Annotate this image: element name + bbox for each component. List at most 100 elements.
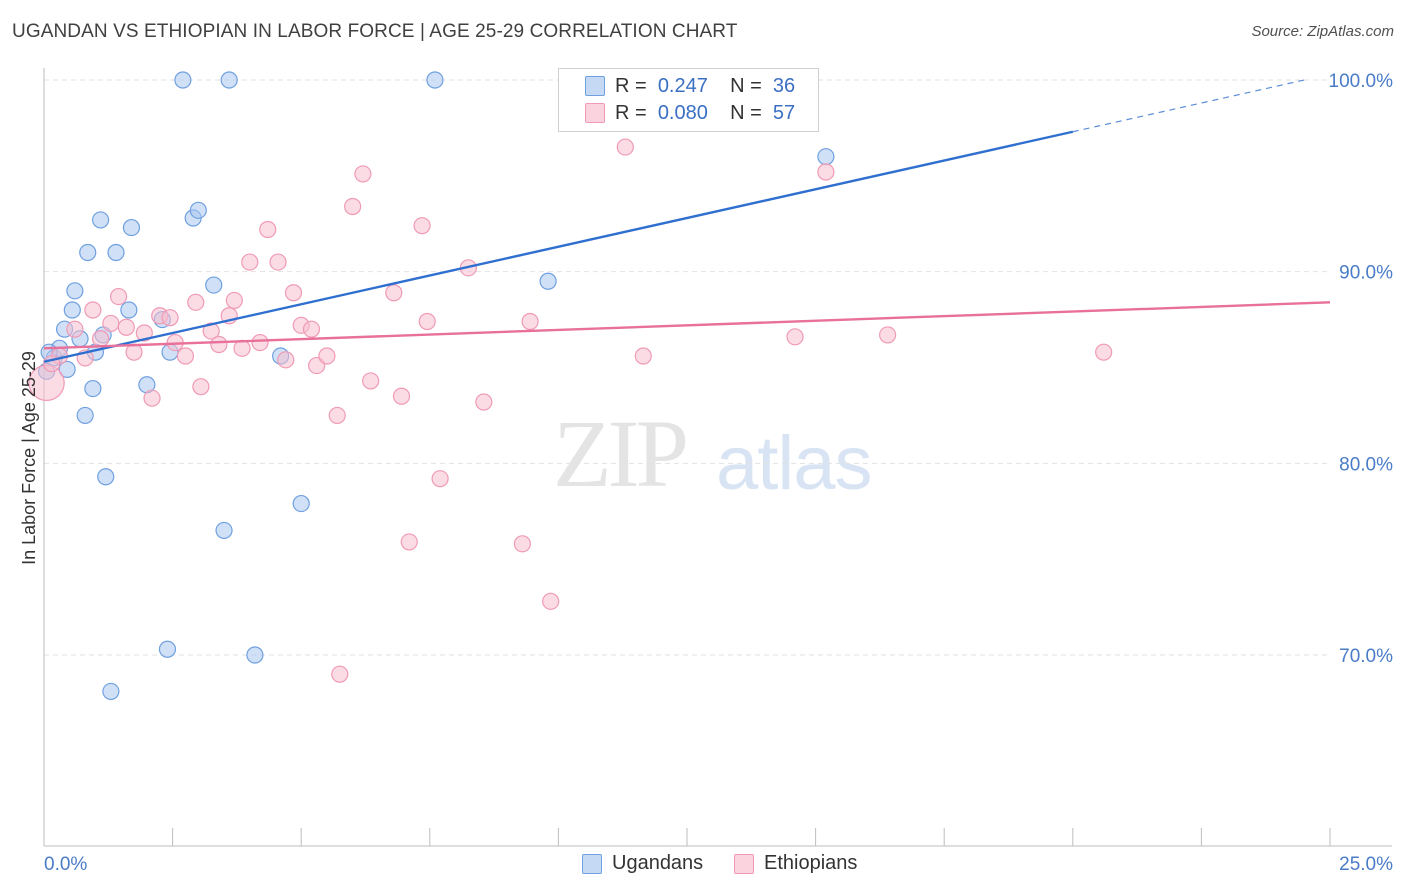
ugandan-point	[63, 301, 81, 319]
ugandan-point	[102, 682, 120, 701]
ethiopian-point	[192, 378, 210, 396]
ethiopian-point	[431, 470, 449, 488]
y-tick-label: 100.0%	[1329, 71, 1394, 92]
ethiopian-point	[241, 253, 259, 271]
labels-layer: 70.0% 80.0% 90.0% 100.0% 0.0% 25.0% In Labor F…	[19, 71, 1393, 875]
series-label-ugandans: Ugandans	[612, 852, 704, 874]
ethiopian-point	[269, 253, 287, 271]
ugandan-point	[91, 211, 110, 229]
ethiopian-point	[879, 326, 897, 344]
series-legend-ethiopians[interactable]: Ethiopians	[734, 852, 857, 875]
x-tick-label: 0.0%	[44, 854, 87, 875]
legend-swatch-ugandans	[585, 76, 605, 96]
ethiopian-point	[328, 406, 346, 425]
legend-r-label: R =	[615, 74, 647, 97]
ethiopian-point	[413, 217, 431, 235]
ethiopian-point	[513, 535, 531, 553]
y-axis-title: In Labor Force | Age 25-29	[19, 351, 39, 565]
legend-swatch-ethiopians	[585, 103, 605, 123]
ethiopian-point	[344, 197, 362, 216]
ethiopian-point	[91, 330, 110, 348]
ugandan-point	[120, 301, 138, 319]
ethiopian-point	[259, 220, 277, 239]
ugandan-point	[84, 379, 102, 398]
ethiopian-point	[392, 387, 411, 405]
ethiopian-point	[634, 347, 652, 365]
ugandan-point	[97, 468, 115, 486]
ethiopian-point	[475, 393, 493, 411]
points-layer	[28, 71, 1113, 701]
ethiopian-point	[277, 351, 295, 369]
ugandan-point	[220, 71, 238, 89]
ugandan-point	[205, 276, 223, 294]
correlation-legend: R = 0.247 N = 36 R = 0.080 N = 57	[558, 68, 819, 132]
ethiopian-point	[66, 320, 84, 338]
ugandan-point	[79, 243, 97, 262]
ethiopian-point	[233, 339, 251, 357]
ethiopian-point	[521, 312, 539, 331]
ethiopian-trendline	[43, 301, 1331, 350]
grid-layer	[44, 79, 1330, 656]
trend-layer	[43, 79, 1331, 363]
ethiopian-point	[318, 347, 336, 365]
legend-n-label: N =	[730, 74, 762, 97]
ugandan-point	[215, 521, 233, 540]
ugandan-point	[107, 243, 125, 262]
ugandan-point	[817, 148, 835, 166]
ugandan-point	[246, 646, 264, 664]
ethiopian-point	[135, 324, 153, 342]
ugandan-point	[292, 494, 310, 513]
ethiopian-point	[125, 343, 143, 361]
ethiopian-point	[102, 314, 120, 333]
ethiopian-point	[1095, 343, 1113, 361]
ethiopian-point	[817, 163, 835, 181]
ethiopian-point	[542, 592, 560, 610]
ugandan-trendline-extension	[1072, 79, 1305, 133]
series-swatch-ugandans	[582, 853, 602, 874]
ethiopian-point	[786, 328, 804, 346]
ethiopian-point	[354, 165, 372, 183]
ethiopian-point	[210, 335, 228, 354]
ethiopian-point	[616, 138, 634, 156]
y-tick-label: 80.0%	[1339, 454, 1393, 475]
ethiopian-point	[302, 320, 321, 338]
legend-n-value: 57	[772, 101, 796, 124]
y-tick-label: 90.0%	[1339, 263, 1393, 284]
series-swatch-ethiopians	[734, 853, 754, 874]
ugandan-trendline	[43, 130, 1074, 363]
ugandan-point	[174, 71, 192, 89]
source-credit: Source: ZipAtlas.com	[1251, 23, 1394, 40]
ugandan-point	[189, 201, 207, 219]
legend-r-label: R =	[615, 101, 647, 124]
ugandan-point	[426, 71, 444, 89]
y-tick-label: 70.0%	[1339, 646, 1393, 667]
ethiopian-point	[331, 665, 349, 683]
ethiopian-point	[161, 309, 179, 327]
ethiopian-point	[362, 372, 380, 390]
ethiopian-point	[418, 312, 436, 331]
legend-r-value: 0.247	[657, 74, 708, 97]
ethiopian-point	[284, 284, 303, 302]
legend-n-value: 36	[772, 74, 796, 97]
ethiopian-point	[176, 347, 195, 365]
ugandan-point	[539, 272, 557, 290]
legend-r-value: 0.080	[657, 101, 708, 124]
ugandan-point	[122, 218, 141, 237]
ethiopian-point	[251, 333, 269, 352]
ugandan-point	[66, 282, 84, 300]
ethiopian-point	[109, 287, 128, 306]
ethiopian-point	[400, 533, 418, 551]
ethiopian-point	[225, 291, 243, 310]
series-legend: Ugandans Ethiopians	[0, 852, 1406, 878]
ugandan-point	[76, 406, 94, 425]
ethiopian-point	[385, 284, 403, 302]
ethiopian-point	[117, 318, 135, 336]
ethiopian-point	[202, 322, 220, 340]
ethiopian-point	[84, 301, 102, 319]
legend-n-label: N =	[730, 101, 762, 124]
series-legend-ugandans[interactable]: Ugandans	[582, 852, 703, 875]
ethiopian-point	[187, 293, 205, 311]
watermark-zip: ZIP	[553, 400, 689, 507]
x-tick-label: 25.0%	[1339, 854, 1393, 875]
